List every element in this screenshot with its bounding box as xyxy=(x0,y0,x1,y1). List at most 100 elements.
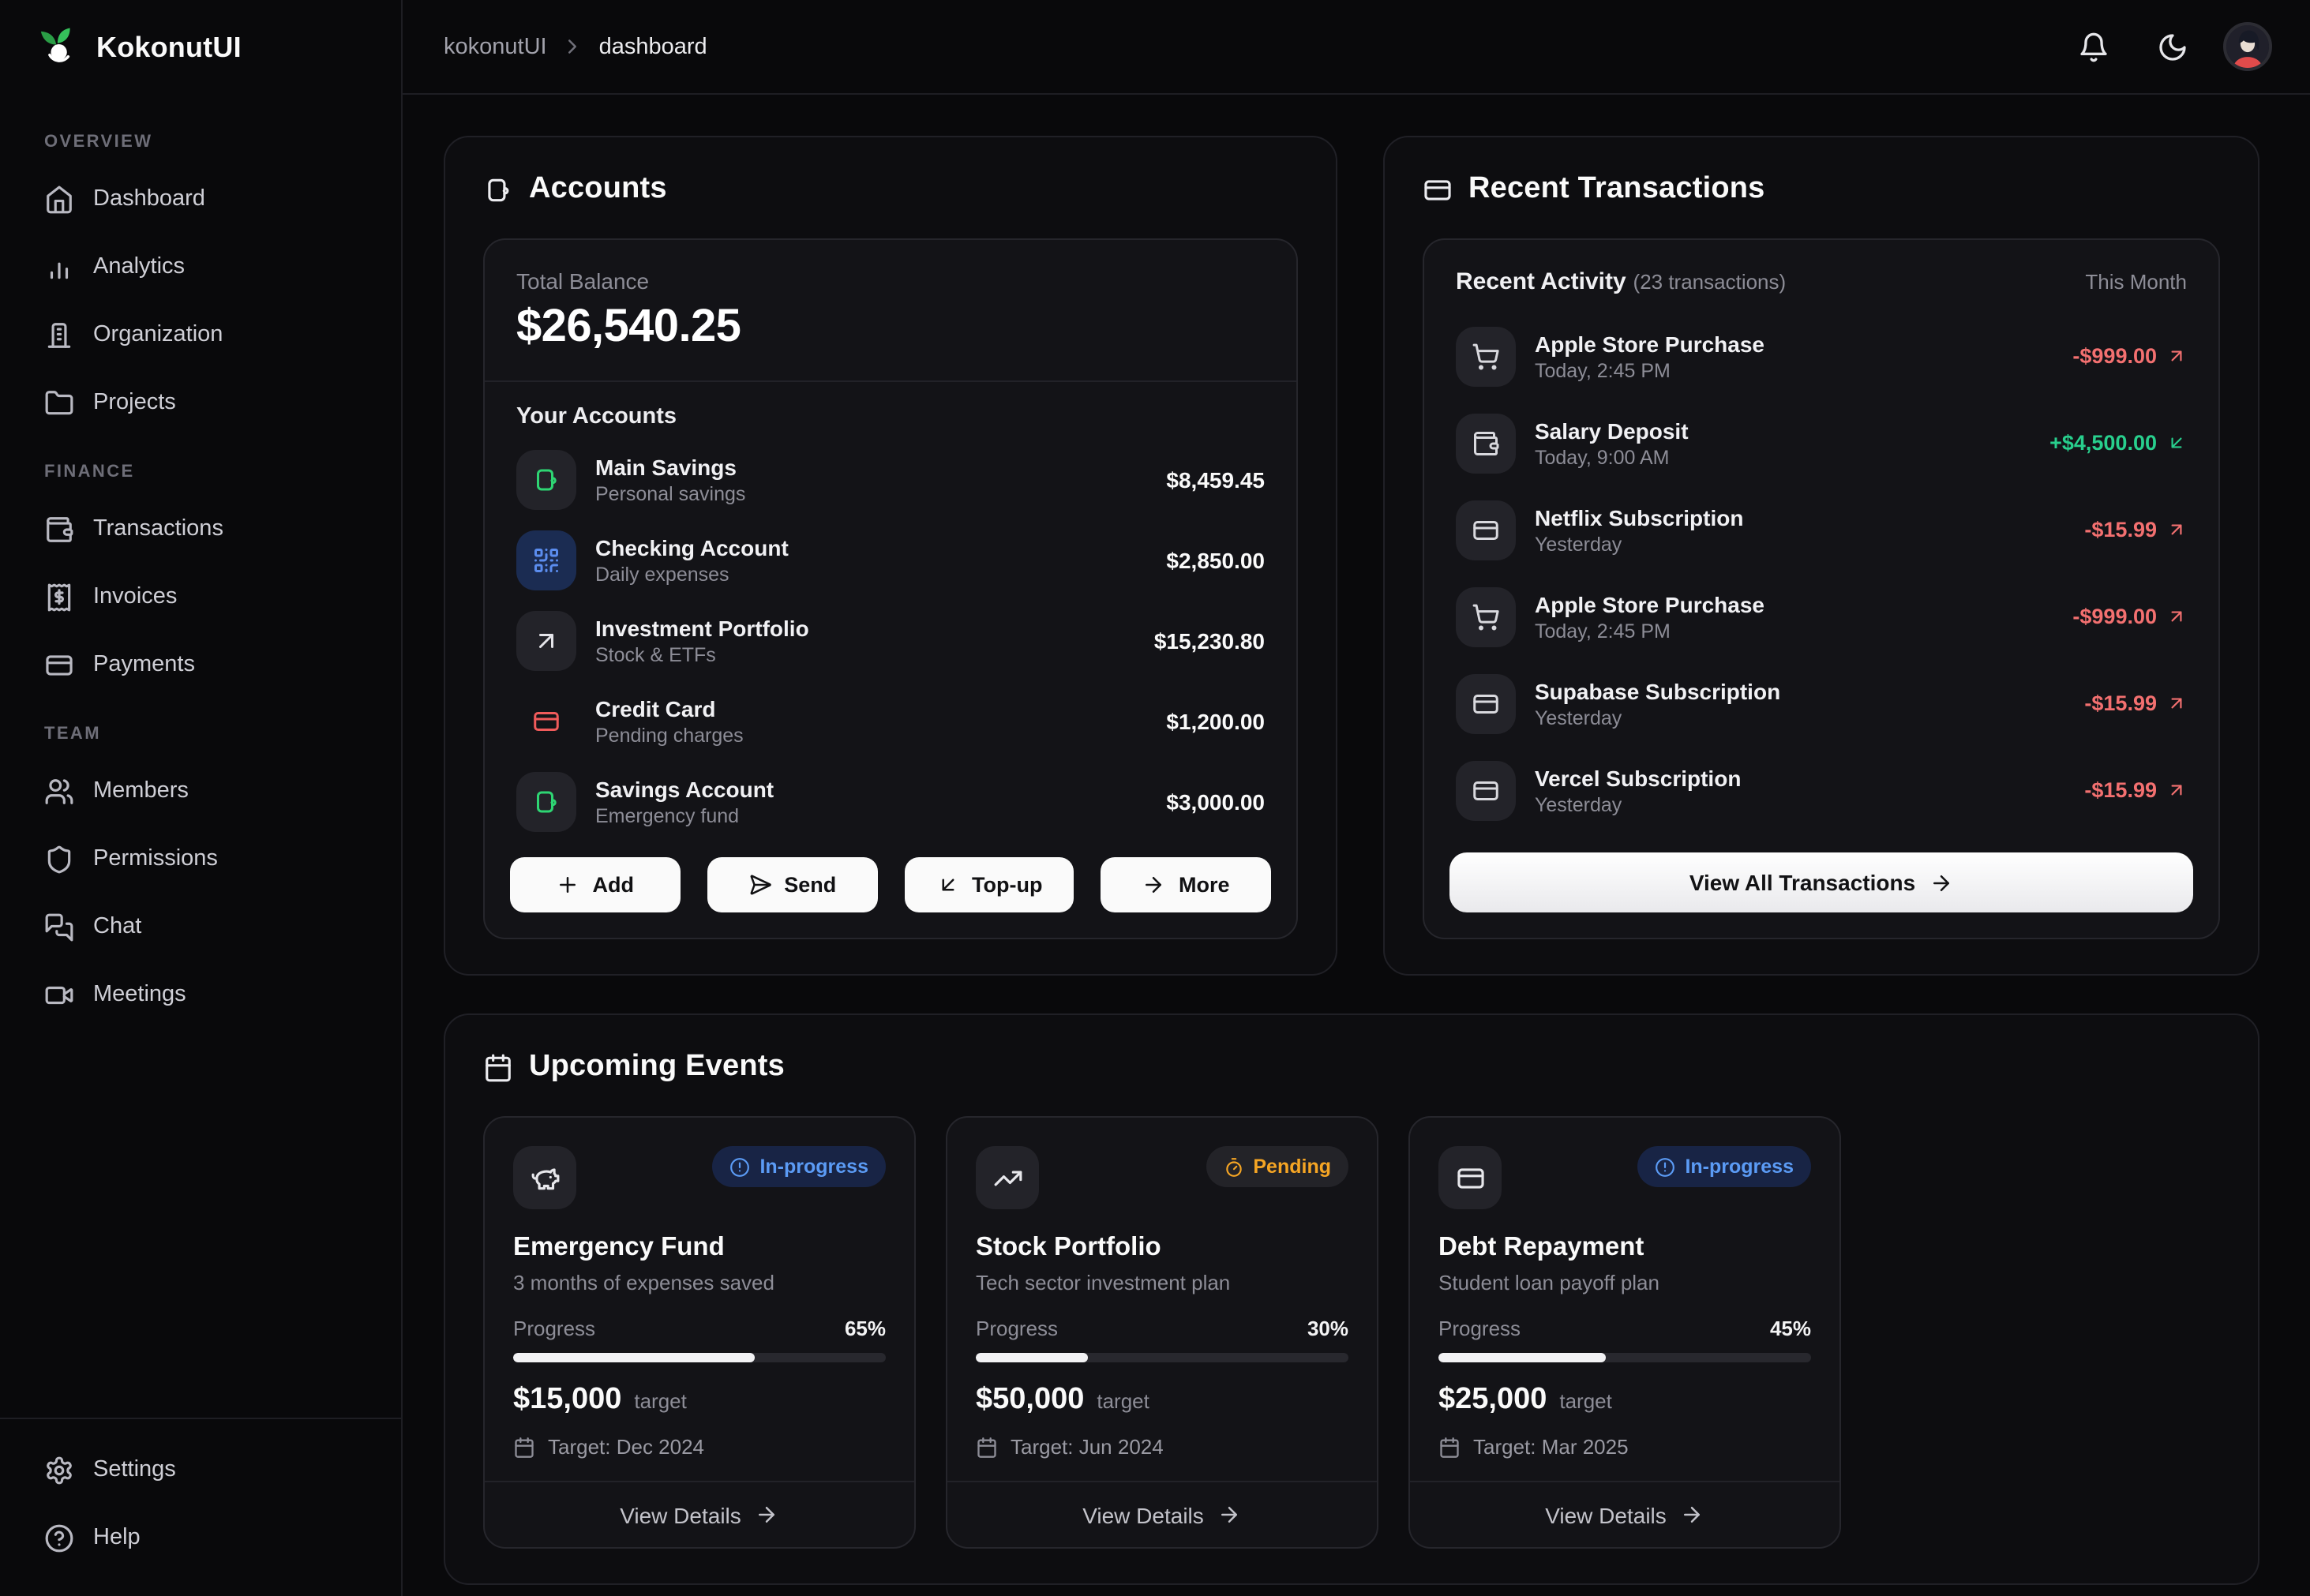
account-balance: $8,459.45 xyxy=(1166,466,1265,492)
cart-icon xyxy=(1472,602,1500,631)
status-badge-label: In-progress xyxy=(759,1156,868,1178)
theme-toggle-button[interactable] xyxy=(2144,18,2201,75)
arrow-right-icon xyxy=(1929,871,1953,894)
account-balance: $2,850.00 xyxy=(1166,547,1265,572)
transaction-row-salary-deposit[interactable]: Salary Deposit Today, 9:00 AM +$4,500.00 xyxy=(1456,399,2187,486)
sidebar-item-members[interactable]: Members xyxy=(25,759,376,822)
view-all-transactions-button[interactable]: View All Transactions xyxy=(1449,852,2193,912)
recent-activity-title: Recent Activity xyxy=(1456,268,1626,295)
sidebar-item-projects[interactable]: Projects xyxy=(25,371,376,434)
account-name: Main Savings xyxy=(595,454,737,479)
event-title: Emergency Fund xyxy=(513,1233,725,1261)
target-amount-label: target xyxy=(1559,1389,1612,1413)
event-icon-tile xyxy=(513,1146,576,1209)
arrow-up-right-icon xyxy=(2166,519,2187,540)
chevron-right-icon xyxy=(561,35,585,58)
transaction-row-netflix-subscription[interactable]: Netflix Subscription Yesterday -$15.99 xyxy=(1456,486,2187,573)
add-button[interactable]: Add xyxy=(510,857,681,912)
status-badge: Pending xyxy=(1206,1146,1348,1187)
target-amount: $50,000 xyxy=(976,1383,1085,1416)
sidebar-item-transactions[interactable]: Transactions xyxy=(25,497,376,560)
transaction-time: Today, 2:45 PM xyxy=(1535,359,1671,381)
more-button[interactable]: More xyxy=(1101,857,1271,912)
account-row-main-savings[interactable]: Main Savings Personal savings $8,459.45 xyxy=(516,439,1265,519)
account-row-checking-account[interactable]: Checking Account Daily expenses $2,850.00 xyxy=(516,519,1265,600)
transaction-name: Vercel Subscription xyxy=(1535,765,1742,790)
sidebar-item-permissions[interactable]: Permissions xyxy=(25,827,376,890)
account-row-savings-account[interactable]: Savings Account Emergency fund $3,000.00 xyxy=(516,761,1265,841)
trending-up-icon xyxy=(992,1163,1022,1193)
transaction-amount-value: -$15.99 xyxy=(2084,518,2157,541)
action-button-label: Add xyxy=(592,873,635,897)
sidebar-footer: Settings Help xyxy=(0,1418,401,1596)
sidebar-item-payments[interactable]: Payments xyxy=(25,633,376,696)
transaction-time: Yesterday xyxy=(1535,706,1622,729)
nav-section-label-overview: OVERVIEW xyxy=(44,133,153,152)
sidebar-item-dashboard[interactable]: Dashboard xyxy=(25,167,376,230)
upcoming-events-card: Upcoming Events In-progress Emergency Fun… xyxy=(444,1013,2259,1585)
folder-icon xyxy=(44,388,74,418)
credit-card-icon xyxy=(1472,776,1500,804)
sidebar-item-settings[interactable]: Settings xyxy=(25,1438,376,1501)
account-description: Personal savings xyxy=(595,482,746,504)
account-row-credit-card[interactable]: Credit Card Pending charges $1,200.00 xyxy=(516,680,1265,761)
divider xyxy=(485,380,1296,382)
accounts-panel: Total Balance $26,540.25 Your Accounts M… xyxy=(483,238,1298,939)
sidebar-item-chat[interactable]: Chat xyxy=(25,895,376,958)
event-subtitle: Student loan payoff plan xyxy=(1438,1271,1659,1294)
sidebar-item-organization[interactable]: Organization xyxy=(25,303,376,366)
view-details-button[interactable]: View Details xyxy=(947,1481,1377,1547)
progress-label: Progress xyxy=(1438,1317,1521,1340)
transaction-amount-value: -$999.00 xyxy=(2072,344,2157,368)
gear-icon xyxy=(44,1455,74,1485)
top-up-button[interactable]: Top-up xyxy=(904,857,1074,912)
transaction-row-apple-store-purchase[interactable]: Apple Store Purchase Today, 2:45 PM -$999.… xyxy=(1456,573,2187,660)
target-date-row: Target: Dec 2024 xyxy=(513,1435,886,1459)
events-card-title: Upcoming Events xyxy=(529,1050,785,1083)
account-name: Savings Account xyxy=(595,776,774,801)
transaction-row-apple-store-purchase[interactable]: Apple Store Purchase Today, 2:45 PM -$999.… xyxy=(1456,313,2187,399)
account-row-investment-portfolio[interactable]: Investment Portfolio Stock & ETFs $15,230.… xyxy=(516,600,1265,680)
sidebar-item-analytics[interactable]: Analytics xyxy=(25,235,376,298)
accounts-list-section: Your Accounts Main Savings Personal savin… xyxy=(485,382,1296,841)
credit-card-icon xyxy=(1472,515,1500,544)
wallet2-icon xyxy=(483,174,513,204)
arrow-up-right-icon xyxy=(2166,606,2187,627)
target-date-row: Target: Jun 2024 xyxy=(976,1435,1348,1459)
sidebar-item-label: Dashboard xyxy=(93,186,205,212)
progress-label: Progress xyxy=(513,1317,596,1340)
account-icon-tile xyxy=(516,691,576,751)
sidebar-item-invoices[interactable]: Invoices xyxy=(25,565,376,628)
breadcrumb-app[interactable]: kokonutUI xyxy=(444,34,547,59)
target-amount: $25,000 xyxy=(1438,1383,1547,1416)
send-icon xyxy=(748,873,771,897)
event-card-top: Pending xyxy=(976,1146,1348,1209)
cart-icon xyxy=(1472,342,1500,370)
user-avatar[interactable] xyxy=(2223,22,2272,71)
notifications-button[interactable] xyxy=(2065,18,2122,75)
view-details-button[interactable]: View Details xyxy=(1410,1481,1839,1547)
wallet2-icon xyxy=(532,787,561,815)
sidebar-item-label: Settings xyxy=(93,1457,176,1482)
recent-transactions-card: Recent Transactions Recent Activity (23 … xyxy=(1383,136,2259,976)
sidebar-nav: OVERVIEW Dashboard Analytics Organization Pr… xyxy=(0,95,401,1418)
sidebar-item-meetings[interactable]: Meetings xyxy=(25,963,376,1026)
send-button[interactable]: Send xyxy=(707,857,877,912)
view-all-label: View All Transactions xyxy=(1689,870,1916,895)
sidebar-item-help[interactable]: Help xyxy=(25,1506,376,1569)
account-text: Credit Card Pending charges xyxy=(595,695,1147,746)
breadcrumb-page[interactable]: dashboard xyxy=(598,34,707,59)
transaction-icon-tile xyxy=(1456,500,1516,560)
progress-row: Progress 45% xyxy=(1438,1317,1811,1340)
event-card-body: In-progress Debt Repayment Student loan pa… xyxy=(1410,1118,1839,1481)
arrow-right-icon xyxy=(1681,1503,1704,1527)
transaction-time: Today, 9:00 AM xyxy=(1535,446,1670,468)
brand[interactable]: KokonutUI xyxy=(0,0,401,95)
target-date-row: Target: Mar 2025 xyxy=(1438,1435,1811,1459)
target-date: Target: Mar 2025 xyxy=(1473,1435,1629,1459)
transaction-row-supabase-subscription[interactable]: Supabase Subscription Yesterday -$15.99 xyxy=(1456,660,2187,747)
moon-icon xyxy=(2157,31,2188,62)
transaction-row-vercel-subscription[interactable]: Vercel Subscription Yesterday -$15.99 xyxy=(1456,747,2187,834)
help-icon xyxy=(44,1523,74,1553)
view-details-button[interactable]: View Details xyxy=(485,1481,914,1547)
